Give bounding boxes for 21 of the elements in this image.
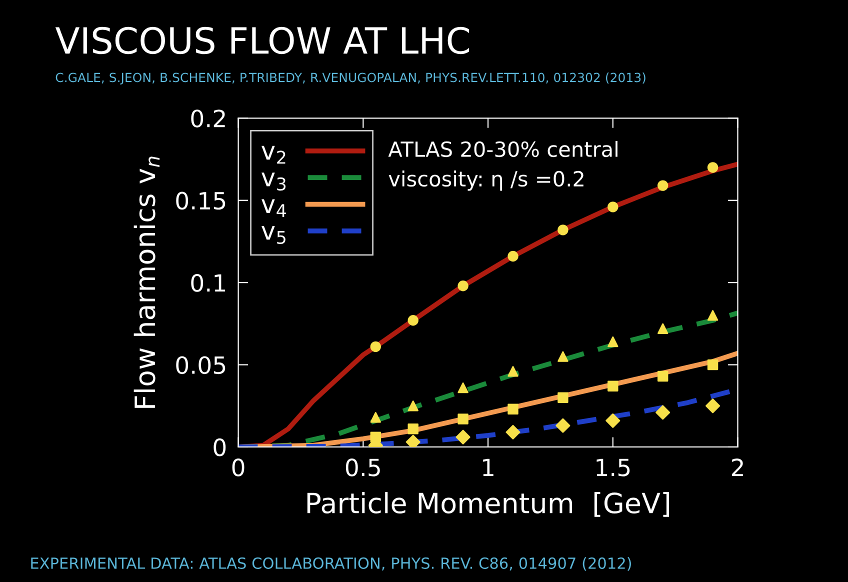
y-tick-label: 0.2: [191, 110, 225, 128]
x-tick-label: 1: [483, 458, 494, 476]
y-tick-label: 0.1: [191, 274, 225, 292]
x-tick-label: 0.5: [346, 458, 380, 476]
y-axis-title: Flow harmonics v$_{n}$: [134, 156, 160, 408]
y-tick-label: 0.05: [176, 356, 226, 374]
x-tick-label: 0: [232, 458, 244, 476]
x-tick-label: 2: [732, 458, 743, 476]
y-tick-label: 0: [214, 438, 226, 456]
text: EXPERIMENTAL DATA: ATLAS COLLABORATION, PHYS. REV. C86, 014907 (2012): [31, 557, 631, 571]
annotation: viscosity: η /s =0.2: [388, 170, 584, 191]
legend-label: v$_{2}$: [262, 146, 286, 164]
x-tick-label: 1.5: [596, 458, 630, 476]
chart-subtitle: C.GALE, S.JEON, B.SCHENKE, P.TRIBEDY, R.VENUGOPALAN, PHYS.REV.LETT.110, 012302 (2013): [56, 72, 646, 85]
legend-label: v$_{5}$: [262, 226, 286, 244]
y-tick-label: 0.15: [176, 192, 226, 210]
legend-label: v$_{3}$: [262, 172, 286, 191]
legend-label: v$_{4}$: [262, 199, 286, 218]
x-axis-title: Particle Momentum [GeV]: [307, 492, 669, 517]
chart-title: VISCOUS FLOW AT LHC: [55, 26, 470, 54]
annotation: ATLAS 20-30% central: [388, 140, 618, 158]
